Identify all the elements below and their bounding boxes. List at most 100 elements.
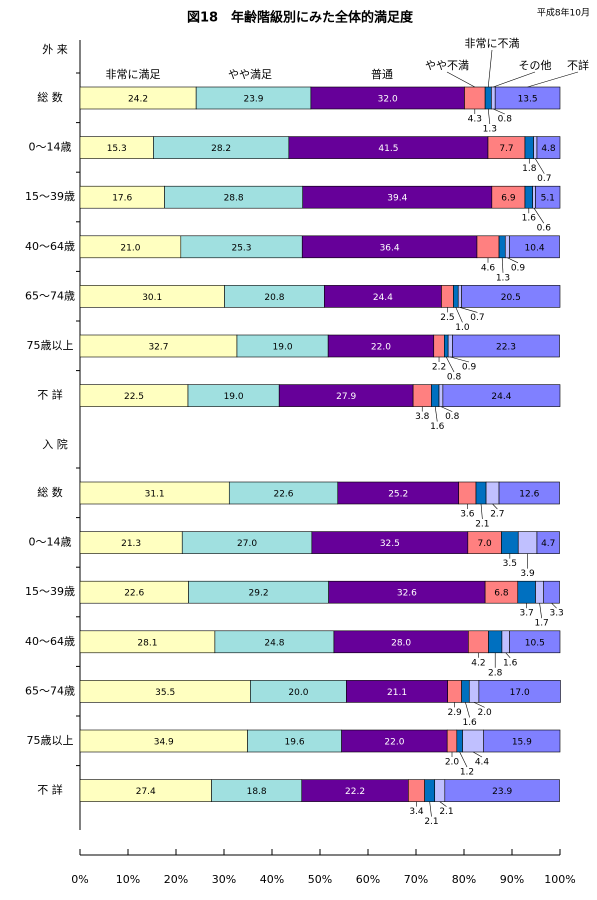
value-label: 28.0: [391, 638, 411, 648]
leader-line: [465, 702, 470, 718]
value-label: 3.5: [503, 559, 517, 569]
x-tick-label: 0%: [71, 873, 88, 886]
value-label: 17.6: [112, 194, 132, 204]
value-label: 3.8: [415, 412, 430, 422]
bar-segment: [476, 235, 500, 259]
bar-segment: [441, 285, 454, 308]
value-label: 22.0: [384, 738, 404, 748]
bar-segment: [431, 384, 440, 407]
value-label: 15.3: [107, 144, 127, 154]
legend-label: 非常に不満: [465, 37, 520, 50]
category-label: 65〜74歳: [25, 684, 75, 697]
bar-segment: [456, 729, 463, 753]
value-label: 6.8: [494, 589, 509, 599]
value-label: 24.4: [373, 293, 393, 303]
leader-line: [445, 356, 455, 373]
value-label: 1.3: [496, 273, 510, 283]
bar-segment: [501, 630, 510, 654]
value-label: 5.1: [541, 194, 555, 204]
bar-segment: [535, 185, 561, 209]
bar-segment: [462, 729, 484, 753]
bar-segment: [517, 580, 536, 604]
chart-note: 平成8年10月: [537, 7, 590, 19]
value-label: 24.2: [128, 95, 148, 105]
leader-line: [551, 602, 557, 609]
category-label: 総 数: [37, 485, 63, 499]
bar-segment: [464, 86, 486, 110]
value-label: 1.7: [534, 619, 548, 629]
value-label: 39.4: [387, 194, 407, 204]
value-label: 1.0: [455, 323, 470, 333]
legend-label: やや満足: [228, 68, 272, 81]
value-label: 2.7: [490, 510, 504, 520]
leader-line: [439, 801, 447, 807]
value-label: 3.3: [549, 609, 563, 619]
group-label: 入 院: [42, 437, 68, 451]
x-tick-label: 60%: [356, 873, 380, 886]
value-label: 1.6: [430, 422, 445, 432]
leader-line: [487, 108, 491, 125]
value-label: 4.7: [541, 539, 555, 549]
bar-segment: [461, 285, 561, 308]
x-tick-label: 80%: [452, 873, 476, 886]
bar-segment: [533, 136, 538, 159]
category-label: 0〜14歳: [29, 141, 72, 154]
value-label: 2.2: [432, 363, 446, 373]
chart-title: 図18 年齢階級別にみた全体的満足度: [187, 10, 414, 26]
bar-segment: [488, 630, 503, 654]
bar-segment: [424, 779, 436, 802]
bar-segment: [498, 481, 560, 505]
bar-segment: [475, 481, 487, 505]
value-label: 2.0: [445, 758, 460, 768]
bar-segment: [484, 86, 492, 110]
value-label: 30.1: [142, 293, 162, 303]
value-label: 0.8: [498, 115, 513, 125]
bar-segment: [478, 680, 561, 703]
value-label: 20.0: [288, 688, 308, 698]
value-label: 0.9: [462, 363, 477, 373]
legend-leader: [527, 71, 579, 88]
category-label: 75歳以上: [27, 339, 74, 352]
bar-segment: [536, 136, 561, 159]
x-tick-label: 50%: [308, 873, 332, 886]
leader-line: [472, 751, 483, 758]
leader-line: [440, 406, 453, 412]
value-label: 21.0: [120, 243, 140, 253]
value-label: 25.2: [388, 490, 408, 500]
value-label: 27.0: [237, 539, 257, 549]
bar-segment: [447, 680, 462, 703]
value-label: 29.2: [249, 589, 269, 599]
value-label: 32.5: [380, 539, 400, 549]
bar-segment: [524, 136, 534, 159]
leader-line: [459, 751, 468, 768]
value-label: 20.5: [501, 293, 521, 303]
value-label: 28.8: [224, 194, 244, 204]
value-label: 2.1: [475, 520, 489, 530]
value-label: 27.9: [336, 392, 356, 402]
value-label: 10.5: [525, 638, 545, 648]
bar-segment: [412, 384, 432, 407]
value-label: 24.8: [264, 638, 284, 648]
bar-segment: [491, 86, 496, 110]
category-label: 不 詳: [37, 388, 63, 402]
value-label: 3.4: [409, 807, 424, 817]
bar-segment: [535, 580, 544, 604]
value-label: 2.0: [477, 708, 492, 718]
x-tick-label: 100%: [544, 873, 575, 886]
bar-segment: [438, 384, 444, 407]
bar-segment: [524, 185, 533, 209]
bar-segment: [452, 334, 560, 358]
value-label: 32.7: [148, 343, 168, 353]
value-label: 0.8: [445, 412, 460, 422]
value-label: 1.6: [522, 214, 537, 224]
bar-segment: [468, 680, 480, 703]
category-label: 0〜14歳: [29, 536, 72, 549]
value-label: 1.8: [522, 164, 537, 174]
value-label: 25.3: [231, 243, 251, 253]
bar-segment: [509, 235, 560, 259]
group-label: 外 来: [42, 43, 68, 56]
value-label: 1.3: [483, 125, 497, 135]
category-label: 75歳以上: [27, 734, 74, 747]
bar-segment: [509, 630, 561, 654]
